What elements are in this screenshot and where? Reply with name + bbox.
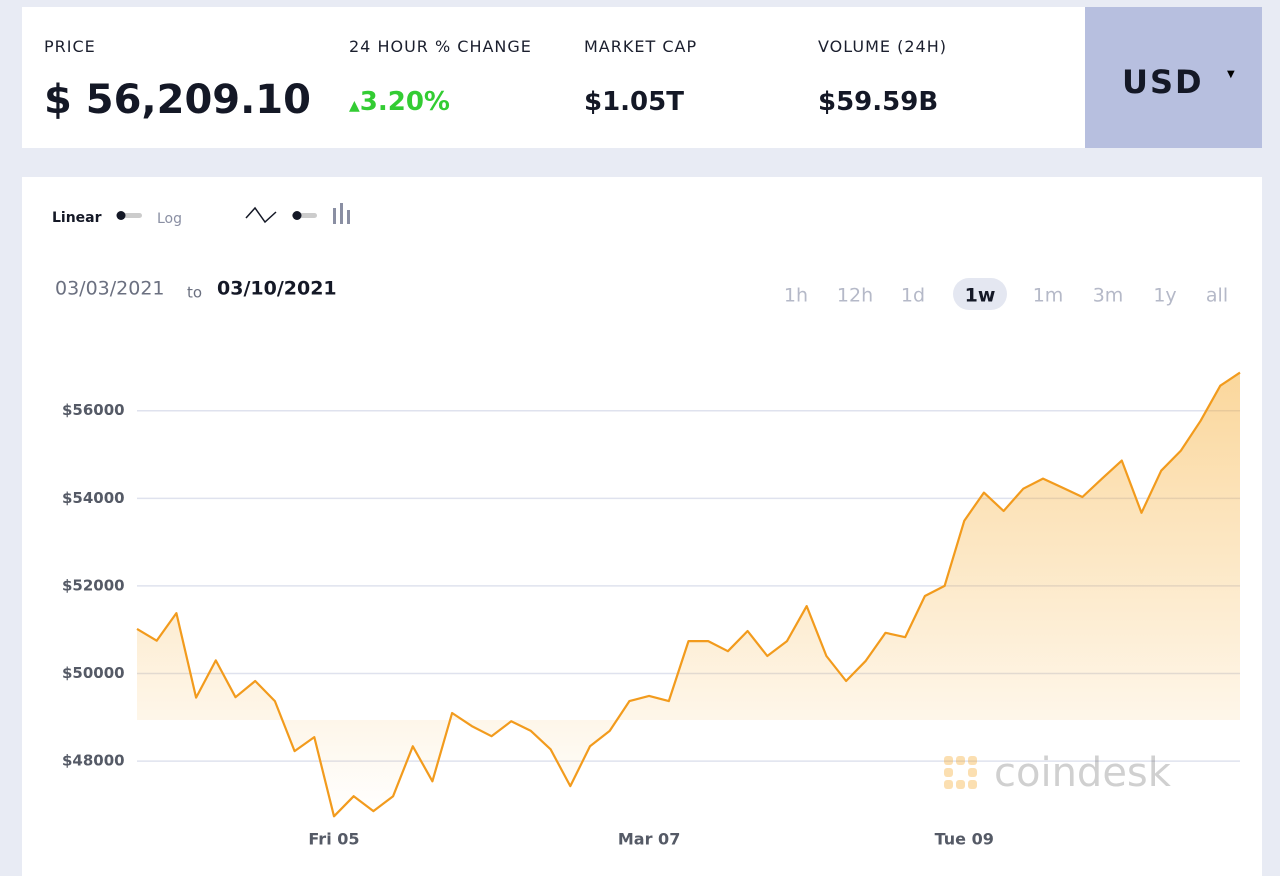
y-tick-label: $48000 bbox=[62, 752, 125, 770]
period-button[interactable]: 1m bbox=[1033, 285, 1064, 307]
watermark-text: coindesk bbox=[994, 750, 1172, 796]
period-button[interactable]: 3m bbox=[1093, 285, 1124, 307]
stat-value: ▲3.20% bbox=[349, 87, 450, 117]
candle-icon[interactable] bbox=[333, 203, 350, 224]
area bbox=[137, 372, 1240, 817]
date-sep: to bbox=[187, 284, 202, 302]
y-tick-label: $54000 bbox=[62, 489, 125, 507]
y-tick-label: $50000 bbox=[62, 664, 125, 682]
watermark: coindesk bbox=[944, 750, 1172, 796]
period-button[interactable]: 12h bbox=[837, 285, 873, 307]
toggle-knob[interactable] bbox=[292, 211, 302, 220]
currency-select[interactable]: USD ▼ bbox=[1085, 7, 1262, 148]
x-tick-label: Mar 07 bbox=[618, 830, 680, 849]
stat-value: $ 56,209.10 bbox=[44, 77, 311, 123]
currency[interactable]: USD bbox=[1122, 63, 1204, 101]
period-highlight[interactable] bbox=[953, 278, 1007, 310]
line bbox=[136, 371, 1241, 818]
stat-value: $1.05T bbox=[584, 87, 684, 117]
change-value: 3.20% bbox=[359, 87, 450, 117]
stat-label: VOLUME (24H) bbox=[818, 37, 947, 56]
dropdown-caret[interactable]: ▼ bbox=[1227, 69, 1235, 80]
toggle-knob[interactable] bbox=[116, 211, 126, 220]
date-to: 03/10/2021 bbox=[217, 278, 337, 300]
stat-label: MARKET CAP bbox=[584, 37, 698, 56]
scale-option[interactable]: Log bbox=[157, 211, 182, 227]
stats-card: PRICE $ 56,209.10 24 HOUR % CHANGE ▲3.20… bbox=[22, 7, 1085, 148]
x-tick-label: Tue 09 bbox=[935, 830, 994, 849]
up-arrow: ▲ bbox=[349, 98, 360, 114]
stat-value: $59.59B bbox=[818, 87, 939, 117]
y-tick-label: $56000 bbox=[62, 401, 125, 419]
y-tick-label: $52000 bbox=[62, 576, 125, 594]
date-from: 03/03/2021 bbox=[55, 278, 165, 300]
period-button[interactable]: all bbox=[1206, 285, 1228, 307]
period-button[interactable]: 1h bbox=[784, 285, 808, 307]
line-icon[interactable] bbox=[245, 206, 277, 224]
stat-label: 24 HOUR % CHANGE bbox=[349, 37, 532, 56]
scale-option[interactable]: Linear bbox=[52, 210, 102, 226]
x-tick-label: Fri 05 bbox=[308, 830, 359, 849]
period-button[interactable]: 1d bbox=[901, 285, 925, 307]
stat-label: PRICE bbox=[44, 37, 96, 56]
period-button[interactable]: 1y bbox=[1153, 285, 1176, 307]
period-button[interactable]: 1w bbox=[965, 285, 996, 307]
